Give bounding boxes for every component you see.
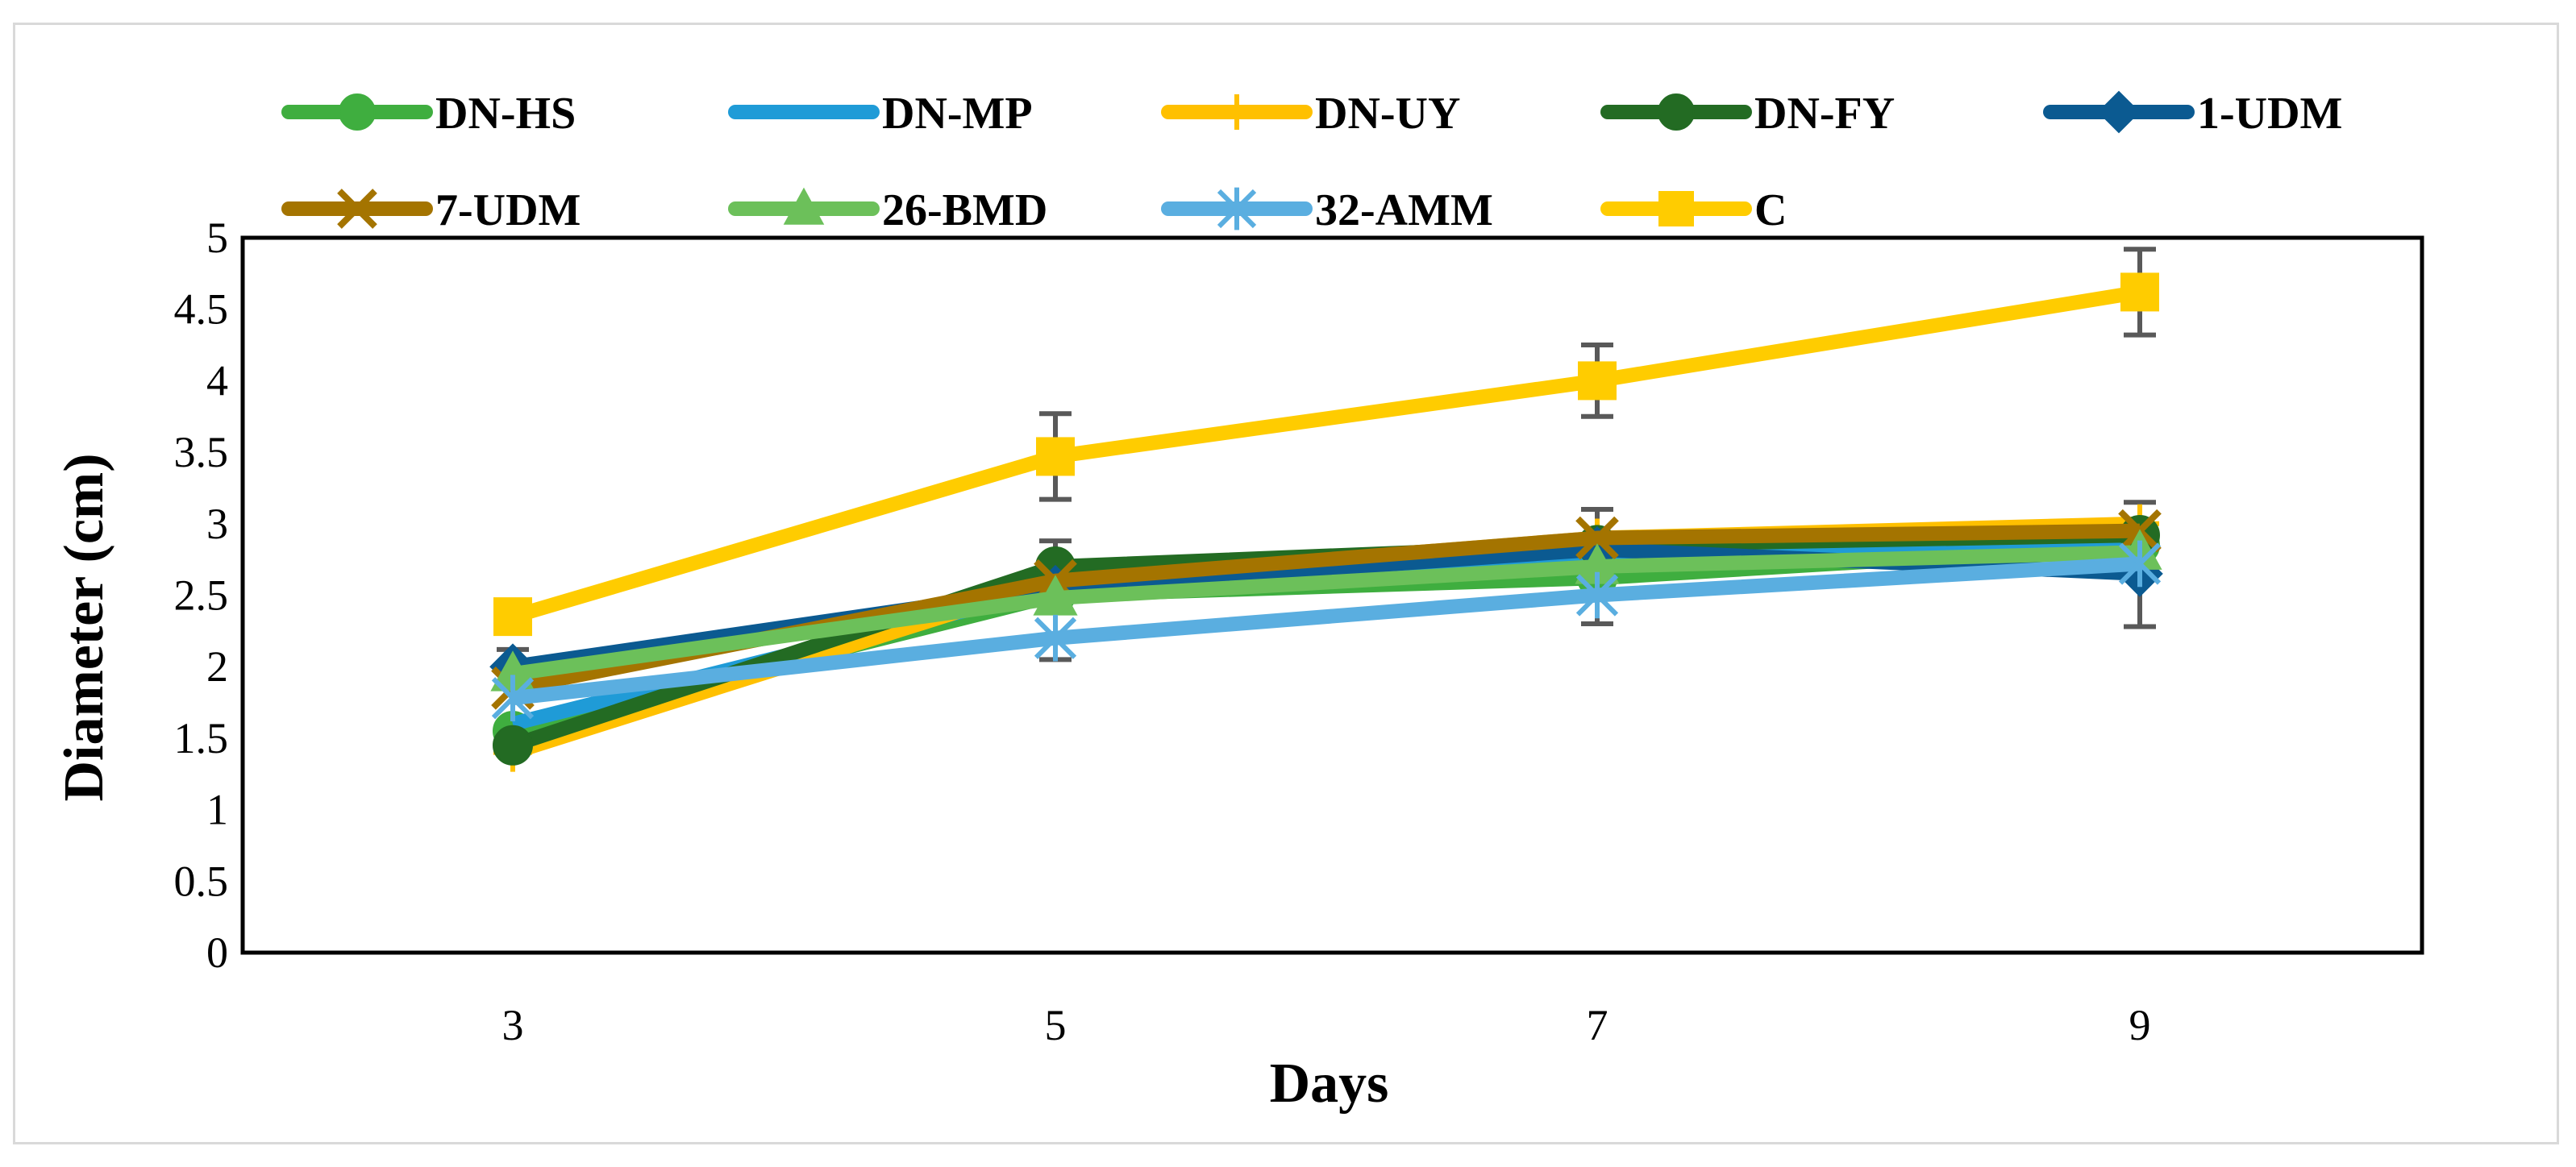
- series-lines: [489, 272, 2163, 772]
- data-point: [491, 675, 535, 722]
- data-point: [490, 650, 535, 691]
- series-line: [511, 542, 2141, 675]
- y-tick-label: 4.5: [174, 285, 229, 334]
- x-axis-ticks: 3 5 7 9: [502, 1001, 2151, 1049]
- legend-marker: [783, 187, 825, 225]
- y-tick-label: 3: [206, 500, 228, 548]
- legend-label: DN-UY: [1315, 89, 1460, 139]
- x-tick-label: 5: [1045, 1001, 1067, 1049]
- line-chart: DN-HS DN-MP DN-UY DN-FY 1-UDM 7-UDM 26-BMD 32-A…: [53, 89, 2424, 1115]
- legend-item: 26-BMD: [728, 185, 1047, 235]
- data-point: [2120, 272, 2159, 312]
- legend-item: DN-MP: [728, 89, 1033, 139]
- legend-marker: [1217, 187, 1257, 230]
- legend-label: 26-BMD: [882, 185, 1047, 235]
- series-line: [510, 284, 2141, 624]
- chart-frame: DN-HS DN-MP DN-UY DN-FY 1-UDM 7-UDM 26-BMD 32-A…: [13, 23, 2559, 1144]
- x-axis-title: Days: [1270, 1053, 1389, 1115]
- legend-label: DN-HS: [435, 89, 576, 139]
- data-point: [1575, 543, 1620, 584]
- x-tick-label: 7: [1587, 1001, 1608, 1049]
- y-tick-label: 3.5: [174, 428, 229, 476]
- y-tick-label: 1: [206, 786, 228, 834]
- plot-area: [240, 235, 2424, 955]
- y-tick-label: 0.5: [174, 857, 229, 905]
- data-point: [1575, 571, 1619, 619]
- legend-label: DN-MP: [882, 89, 1033, 139]
- legend-label: 1-UDM: [2197, 89, 2342, 139]
- legend-item: DN-FY: [1600, 89, 1895, 139]
- y-tick-label: 1.5: [174, 714, 229, 762]
- legend-marker: [1658, 191, 1694, 226]
- y-tick-label: 5: [206, 214, 228, 262]
- y-tick-label: 2: [206, 642, 228, 691]
- data-point: [1578, 361, 1617, 401]
- legend-item: 1-UDM: [2043, 89, 2342, 139]
- y-tick-label: 4: [206, 356, 228, 405]
- legend-item: DN-UY: [1161, 89, 1460, 139]
- legend-marker: [339, 93, 376, 131]
- legend-label: DN-FY: [1754, 89, 1895, 139]
- y-tick-label: 2.5: [174, 571, 229, 620]
- series-32-amm: [491, 540, 2162, 722]
- legend-item: C: [1600, 185, 1787, 235]
- x-tick-label: 3: [502, 1001, 524, 1049]
- data-point: [1033, 575, 1078, 616]
- data-point: [1575, 516, 1619, 560]
- legend-label: 32-AMM: [1315, 185, 1493, 235]
- x-tick-label: 9: [2129, 1001, 2151, 1049]
- data-point: [493, 725, 533, 766]
- legend-item: 32-AMM: [1161, 185, 1493, 235]
- data-point: [2118, 540, 2162, 588]
- legend-label: C: [1754, 185, 1787, 235]
- legend-item: DN-HS: [281, 89, 576, 139]
- series-c: [493, 272, 2159, 637]
- legend-item: 7-UDM: [281, 185, 581, 235]
- series-line: [512, 556, 2141, 706]
- data-point: [1036, 437, 1075, 476]
- y-tick-label: 0: [206, 928, 228, 977]
- y-axis-ticks: 0 0.5 1 1.5 2 2.5 3 3.5 4 4.5 5: [174, 214, 229, 977]
- data-point: [1034, 614, 1077, 662]
- data-point: [493, 597, 532, 637]
- y-axis-title: Diameter (cm): [53, 453, 115, 801]
- legend-marker: [1219, 94, 1255, 130]
- legend-marker: [2097, 90, 2141, 134]
- series-line: [511, 545, 2141, 681]
- legend-marker: [1658, 93, 1695, 131]
- legend: DN-HS DN-MP DN-UY DN-FY 1-UDM 7-UDM 26-BMD 32-A…: [281, 89, 2342, 235]
- legend-label: 7-UDM: [435, 185, 581, 235]
- legend-marker: [337, 189, 377, 229]
